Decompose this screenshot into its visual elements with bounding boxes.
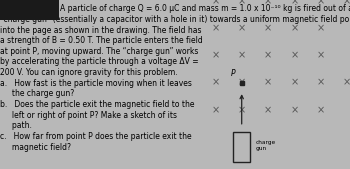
Text: ×: × [264, 0, 272, 7]
Text: a.   How fast is the particle moving when it leaves: a. How fast is the particle moving when … [0, 79, 192, 88]
Text: b.   Does the particle exit the magnetic field to the: b. Does the particle exit the magnetic f… [0, 100, 195, 109]
Text: ×: × [238, 78, 246, 88]
Text: ×: × [211, 78, 219, 88]
Text: at point P, moving upward. The “charge gun” works: at point P, moving upward. The “charge g… [0, 47, 198, 56]
Text: ×: × [264, 78, 272, 88]
Text: ×: × [290, 105, 299, 115]
Text: ×: × [343, 0, 350, 7]
Text: ×: × [317, 24, 325, 34]
Text: ×: × [238, 24, 246, 34]
Text: charge
gun: charge gun [256, 140, 276, 151]
Text: P: P [231, 69, 236, 78]
Bar [0, 0, 60, 20]
Text: ×: × [290, 78, 299, 88]
Text: ×: × [290, 24, 299, 34]
Text: ×: × [317, 78, 325, 88]
Text: "charge gun" (essentially a capacitor with a hole in it) towards a uniform magne: "charge gun" (essentially a capacitor wi… [0, 15, 350, 24]
Text: ×: × [211, 105, 219, 115]
Text: ×: × [211, 51, 219, 61]
Text: c.   How far from point P does the particle exit the: c. How far from point P does the particl… [0, 132, 192, 141]
Text: magnetic field?: magnetic field? [0, 143, 71, 152]
Text: ×: × [264, 105, 272, 115]
Text: ×: × [238, 51, 246, 61]
Text: ×: × [317, 0, 325, 7]
Text: a strength of B = 0.50 T. The particle enters the field: a strength of B = 0.50 T. The particle e… [0, 36, 203, 45]
Text: left or right of point P? Make a sketch of its: left or right of point P? Make a sketch … [0, 111, 177, 120]
Text: the charge gun?: the charge gun? [0, 89, 74, 98]
Text: A particle of charge Q = 6.0 μC and mass m = 1.0 x 10⁻¹⁰ kg is fired out of a: A particle of charge Q = 6.0 μC and mass… [61, 4, 350, 13]
Text: ×: × [238, 105, 246, 115]
Text: by accelerating the particle through a voltage ΔV =: by accelerating the particle through a v… [0, 57, 199, 66]
Text: ×: × [211, 24, 219, 34]
Text: path.: path. [0, 121, 32, 130]
Text: ×: × [290, 0, 299, 7]
Text: ×: × [264, 24, 272, 34]
Text: ×: × [317, 105, 325, 115]
Text: ×: × [343, 78, 350, 88]
Bar [233, 132, 250, 162]
Text: ×: × [290, 51, 299, 61]
Text: ×: × [211, 0, 219, 7]
Text: ×: × [264, 51, 272, 61]
Text: into the page as shown in the drawing. The field has: into the page as shown in the drawing. T… [0, 26, 202, 34]
Text: ×: × [317, 51, 325, 61]
Text: ×: × [238, 0, 246, 7]
Text: 200 V. You can ignore gravity for this problem.: 200 V. You can ignore gravity for this p… [0, 68, 177, 77]
